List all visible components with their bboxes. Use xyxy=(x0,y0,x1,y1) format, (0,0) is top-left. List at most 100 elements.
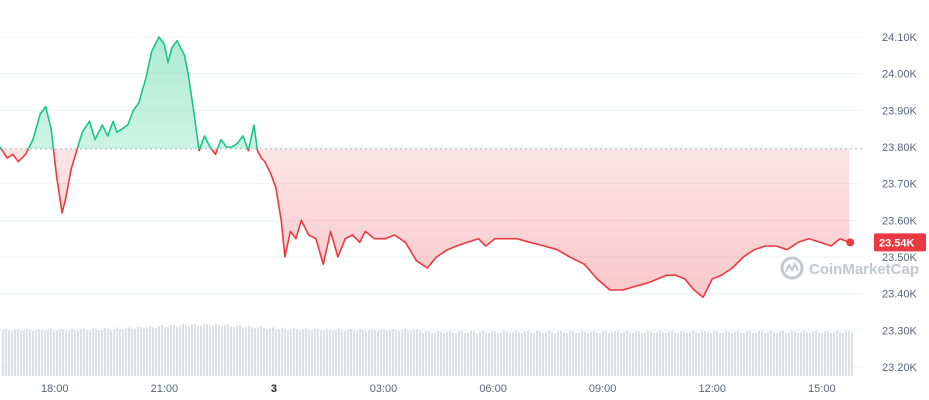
volume-bar xyxy=(356,330,358,376)
volume-bar xyxy=(815,330,817,376)
volume-bar xyxy=(200,325,202,376)
volume-bar xyxy=(353,330,355,376)
volume-bar xyxy=(581,330,583,376)
volume-bar xyxy=(65,330,67,376)
volume-bar xyxy=(167,326,169,376)
x-axis-ticks: 18:00 21:00 3 03:00 06:00 09:00 12:00 15:00 xyxy=(41,383,836,395)
volume-bar xyxy=(215,324,217,376)
volume-bar xyxy=(11,331,13,376)
volume-bar xyxy=(242,327,244,376)
volume-bar xyxy=(176,326,178,376)
volume-bar xyxy=(680,331,682,376)
volume-bar xyxy=(650,331,652,376)
volume-bar xyxy=(398,331,400,376)
volume-bar xyxy=(845,331,847,376)
volume-bar xyxy=(803,330,805,376)
volume-bar xyxy=(191,324,193,376)
volume-bar xyxy=(587,333,589,376)
volume-bar xyxy=(194,323,196,376)
volume-bar xyxy=(272,327,274,376)
volume-bar xyxy=(641,332,643,376)
volume-bar xyxy=(206,324,208,376)
volume-bar xyxy=(779,331,781,376)
x-tick-label: 21:00 xyxy=(151,383,179,395)
current-price-label: 23.54K xyxy=(879,237,915,249)
volume-bar xyxy=(239,325,241,376)
volume-bar xyxy=(632,333,634,376)
volume-bar xyxy=(485,332,487,376)
volume-bar xyxy=(299,330,301,376)
volume-bar xyxy=(245,327,247,376)
volume-bar xyxy=(578,332,580,376)
volume-bar xyxy=(782,331,784,376)
volume-bar xyxy=(317,329,319,376)
volume-bar xyxy=(83,328,85,376)
volume-bar xyxy=(554,333,556,376)
volume-bar xyxy=(698,333,700,376)
volume-bar xyxy=(590,331,592,376)
volume-bar xyxy=(302,328,304,376)
volume-bar xyxy=(89,330,91,376)
volume-bar xyxy=(392,328,394,376)
current-price-dot[interactable] xyxy=(846,238,855,247)
volume-bar xyxy=(14,329,16,376)
volume-bar xyxy=(230,326,232,376)
volume-bar xyxy=(203,324,205,376)
price-line xyxy=(0,36,850,299)
volume-bar xyxy=(731,333,733,376)
volume-bar xyxy=(185,325,187,376)
volume-bar xyxy=(419,330,421,376)
volume-bar xyxy=(128,327,130,376)
volume-bar xyxy=(95,328,97,376)
volume-bar xyxy=(179,325,181,376)
volume-bar xyxy=(824,331,826,376)
volume-bar xyxy=(626,330,628,376)
volume-bar xyxy=(395,329,397,376)
volume-bar xyxy=(326,328,328,376)
y-tick-label: 23.90K xyxy=(882,105,918,117)
x-tick-label: 12:00 xyxy=(698,383,726,395)
volume-bar xyxy=(281,327,283,376)
volume-bar xyxy=(377,331,379,376)
volume-bar xyxy=(458,331,460,376)
volume-bar xyxy=(839,331,841,376)
volume-bar xyxy=(68,330,70,376)
volume-bar xyxy=(773,332,775,376)
volume-bar xyxy=(131,329,133,376)
coinmarketcap-logo-icon xyxy=(780,256,804,280)
volume-bar xyxy=(488,333,490,376)
volume-bar xyxy=(407,330,409,376)
volume-bar xyxy=(623,331,625,376)
volume-bar xyxy=(755,332,757,376)
y-tick-label: 24.00K xyxy=(882,69,918,81)
volume-bar xyxy=(308,330,310,376)
volume-bar xyxy=(536,330,538,376)
price-line-down xyxy=(0,148,850,299)
volume-bar xyxy=(848,330,850,376)
watermark-text: CoinMarketCap xyxy=(809,261,919,278)
volume-bar xyxy=(635,331,637,376)
volume-bar xyxy=(293,327,295,376)
volume-bar xyxy=(842,333,844,376)
volume-bar xyxy=(254,328,256,376)
volume-bar xyxy=(467,332,469,376)
volume-bar xyxy=(335,329,337,376)
x-tick-label: 18:00 xyxy=(41,383,69,395)
volume-bar xyxy=(449,330,451,376)
volume-bar xyxy=(548,330,550,376)
volume-bar xyxy=(659,330,661,376)
volume-bar xyxy=(44,331,46,376)
volume-bar xyxy=(188,326,190,376)
volume-bar xyxy=(416,328,418,376)
volume-bar xyxy=(20,330,22,376)
volume-bar xyxy=(56,330,58,376)
y-tick-label: 24.10K xyxy=(882,32,918,44)
volume-bar xyxy=(671,330,673,376)
volume-bar xyxy=(134,328,136,376)
x-tick-label: 06:00 xyxy=(479,383,507,395)
volume-bar xyxy=(137,326,139,376)
volume-bar xyxy=(341,330,343,376)
volume-bar xyxy=(86,330,88,376)
volume-bar xyxy=(644,332,646,376)
